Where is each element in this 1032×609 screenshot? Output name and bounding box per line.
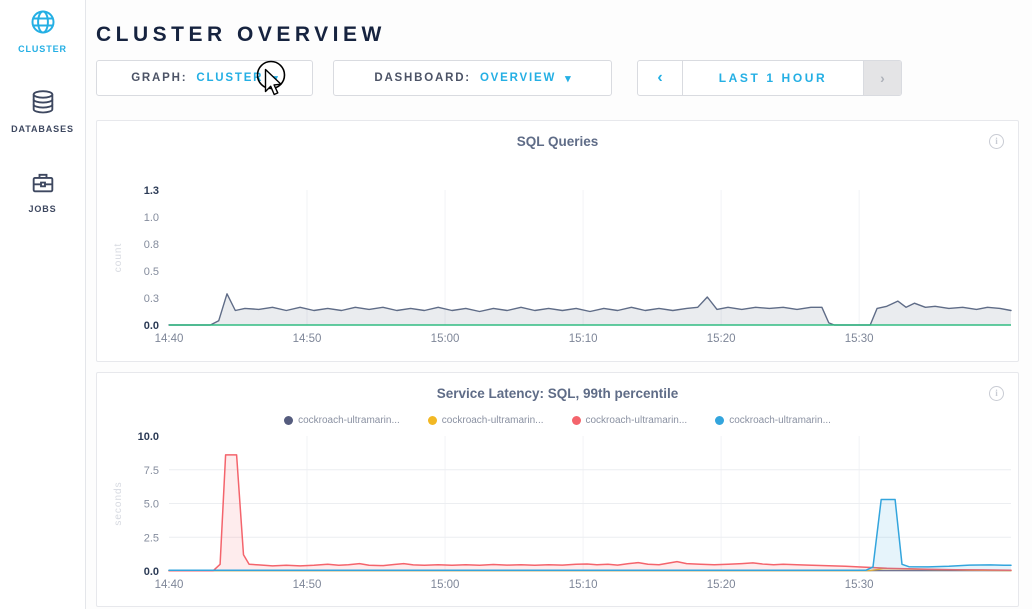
x-axis-tick-label: 15:20 [707,579,736,591]
legend-dot-icon [427,416,437,425]
y-axis-tick-label: 0.3 [144,293,159,305]
x-axis-tick-label: 14:40 [155,333,184,345]
info-icon[interactable]: i [989,134,1004,149]
sql-queries-chart[interactable]: 0.0 0.3 0.5 0.8 1.0 1.3 14:40 14:50 15:00 15:10 15… [97,176,1018,351]
y-axis-tick-label: 5.0 [144,499,159,511]
legend-dot-icon [571,416,581,425]
x-axis-tick-label: 15:10 [569,579,598,591]
chart-title: SQL Queries [516,134,599,149]
legend-item[interactable]: cockroach-ultramarin... [284,415,400,426]
legend-label: cockroach-ultramarin... [585,415,688,426]
y-axis-tick-label: 2.5 [144,532,159,544]
legend-item[interactable]: cockroach-ultramarin... [571,415,688,426]
sidebar-item-databases[interactable]: DATABASES [0,88,85,134]
legend-dot-icon [715,416,725,425]
x-axis-tick-label: 15:30 [845,333,874,345]
y-axis-unit-label: seconds [113,481,124,525]
time-range-prev-button[interactable]: ‹ [638,61,683,95]
legend-label: cockroach-ultramarin... [729,415,831,426]
y-axis-unit-label: count [113,243,124,272]
service-latency-chart[interactable]: 0.0 2.5 5.0 7.5 10.0 14:40 14:50 15:00 15:10 15:2… [97,425,1018,600]
x-axis-tick-label: 15:20 [707,333,736,345]
graph-dropdown-value: CLUSTER [196,72,264,84]
legend-item[interactable]: cockroach-ultramarin... [427,415,544,426]
chart-legend: cockroach-ultramarin... cockroach-ultrama… [97,415,1018,426]
x-axis-tick-label: 15:00 [431,579,460,591]
y-axis-tick-label: 0.5 [144,266,159,278]
y-axis-tick-label: 1.3 [144,185,159,197]
page-title: CLUSTER OVERVIEW [96,23,386,47]
x-axis-tick-label: 15:30 [845,579,874,591]
y-axis-tick-label: 10.0 [138,431,159,443]
service-latency-card: Service Latency: SQL, 99th percentile i … [96,372,1019,607]
time-range-next-button-disabled: › [863,61,901,95]
chevron-down-icon: ▾ [565,72,571,85]
graph-dropdown[interactable]: GRAPH: CLUSTER ▾ [96,60,313,96]
legend-label: cockroach-ultramarin... [298,415,400,426]
sidebar-item-label: CLUSTER [18,44,67,54]
sidebar-item-cluster[interactable]: CLUSTER [0,8,85,54]
legend-item[interactable]: cockroach-ultramarin... [715,415,831,426]
briefcase-icon [29,168,57,201]
chart-title: Service Latency: SQL, 99th percentile [436,386,679,401]
sidebar: CLUSTER DATABASES JOBS [0,0,86,609]
dashboard-dropdown-value: OVERVIEW [479,72,557,84]
y-axis-tick-label: 0.0 [144,320,159,332]
legend-label: cockroach-ultramarin... [441,415,544,426]
sidebar-item-label: JOBS [28,204,57,214]
x-axis-tick-label: 14:40 [155,579,184,591]
globe-icon [29,8,57,41]
sidebar-item-label: DATABASES [11,124,74,134]
y-axis-tick-label: 0.8 [144,239,159,251]
x-axis-tick-label: 15:10 [569,333,598,345]
x-axis-tick-label: 15:00 [431,333,460,345]
x-axis-tick-label: 14:50 [293,333,322,345]
chevron-down-icon: ▾ [272,72,278,85]
sql-queries-card: SQL Queries i 0.0 0.3 0.5 0.8 1.0 1.3 14:40 14:… [96,120,1019,362]
graph-dropdown-label: GRAPH: [131,72,188,84]
y-axis-tick-label: 0.0 [144,566,159,578]
info-icon[interactable]: i [989,386,1004,401]
y-axis-tick-label: 1.0 [144,212,159,224]
legend-dot-icon [284,416,294,425]
dashboard-dropdown[interactable]: DASHBOARD: OVERVIEW ▾ [333,60,612,96]
time-range-selector: ‹ LAST 1 HOUR › [637,60,902,96]
database-icon [29,88,57,121]
dashboard-dropdown-label: DASHBOARD: [374,72,471,84]
y-axis-tick-label: 7.5 [144,465,159,477]
time-range-label[interactable]: LAST 1 HOUR [718,71,828,85]
x-axis-tick-label: 14:50 [293,579,322,591]
sidebar-item-jobs[interactable]: JOBS [0,168,85,214]
